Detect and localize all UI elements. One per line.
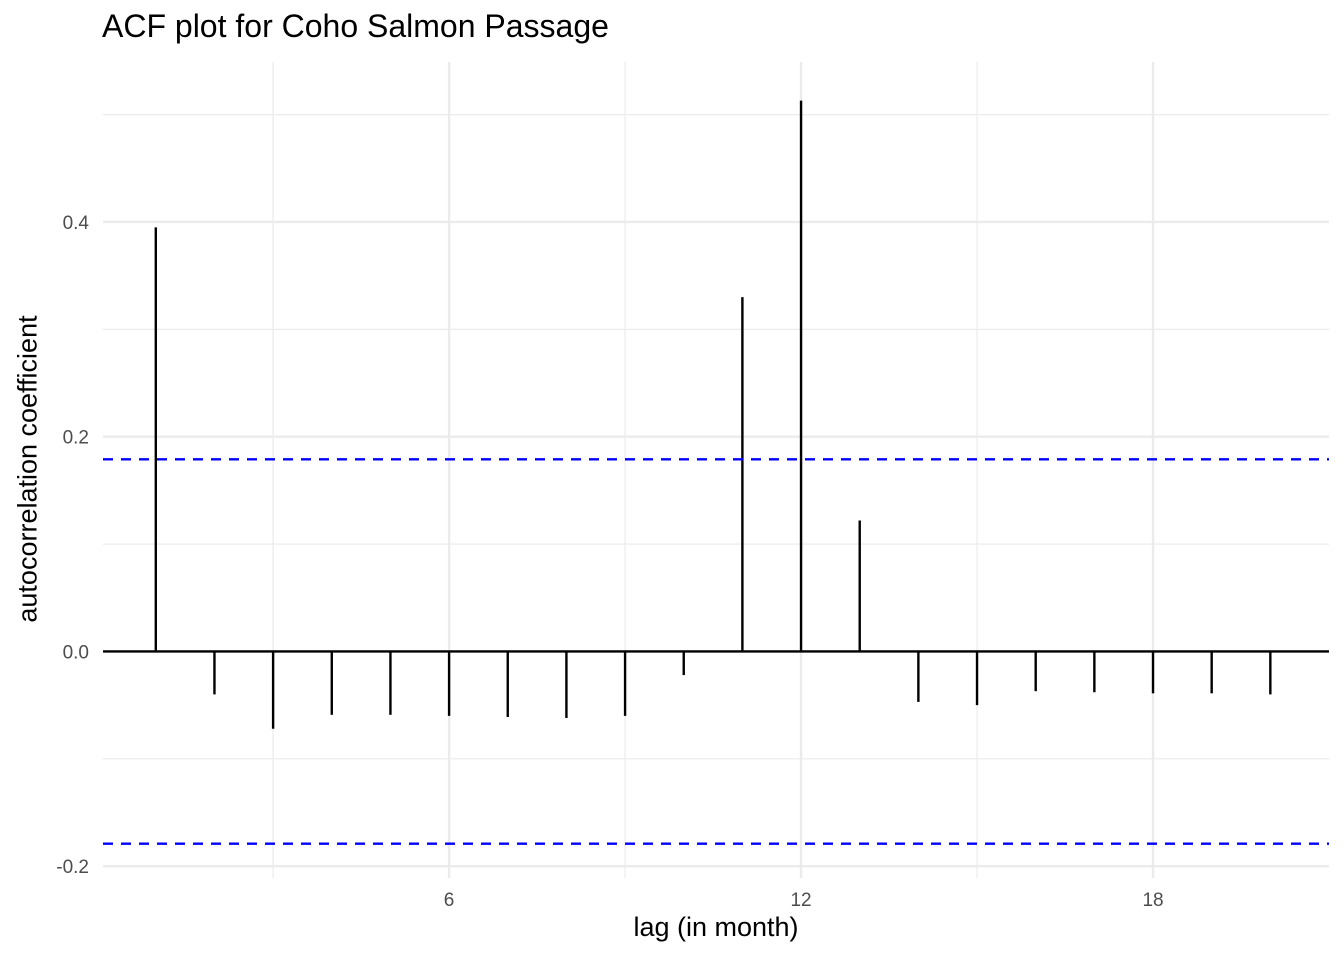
acf-bars xyxy=(154,100,1272,729)
confidence-bounds xyxy=(103,458,1329,845)
x-tick-label: 18 xyxy=(1142,890,1163,911)
y-axis-label: autocorrelation coefficient xyxy=(12,315,43,623)
x-axis-label: lag (in month) xyxy=(633,912,799,942)
chart-title: ACF plot for Coho Salmon Passage xyxy=(102,8,609,44)
grid-lines xyxy=(103,62,1329,878)
tick-labels: -0.2 0.0 0.2 0.4 6 12 18 xyxy=(56,213,1163,911)
y-tick-label: -0.2 xyxy=(56,857,89,878)
y-tick-label: 0.4 xyxy=(63,213,90,234)
y-tick-label: 0.0 xyxy=(63,642,89,663)
y-tick-label: 0.2 xyxy=(63,428,89,449)
x-tick-label: 6 xyxy=(444,890,455,911)
x-tick-label: 12 xyxy=(790,890,811,911)
